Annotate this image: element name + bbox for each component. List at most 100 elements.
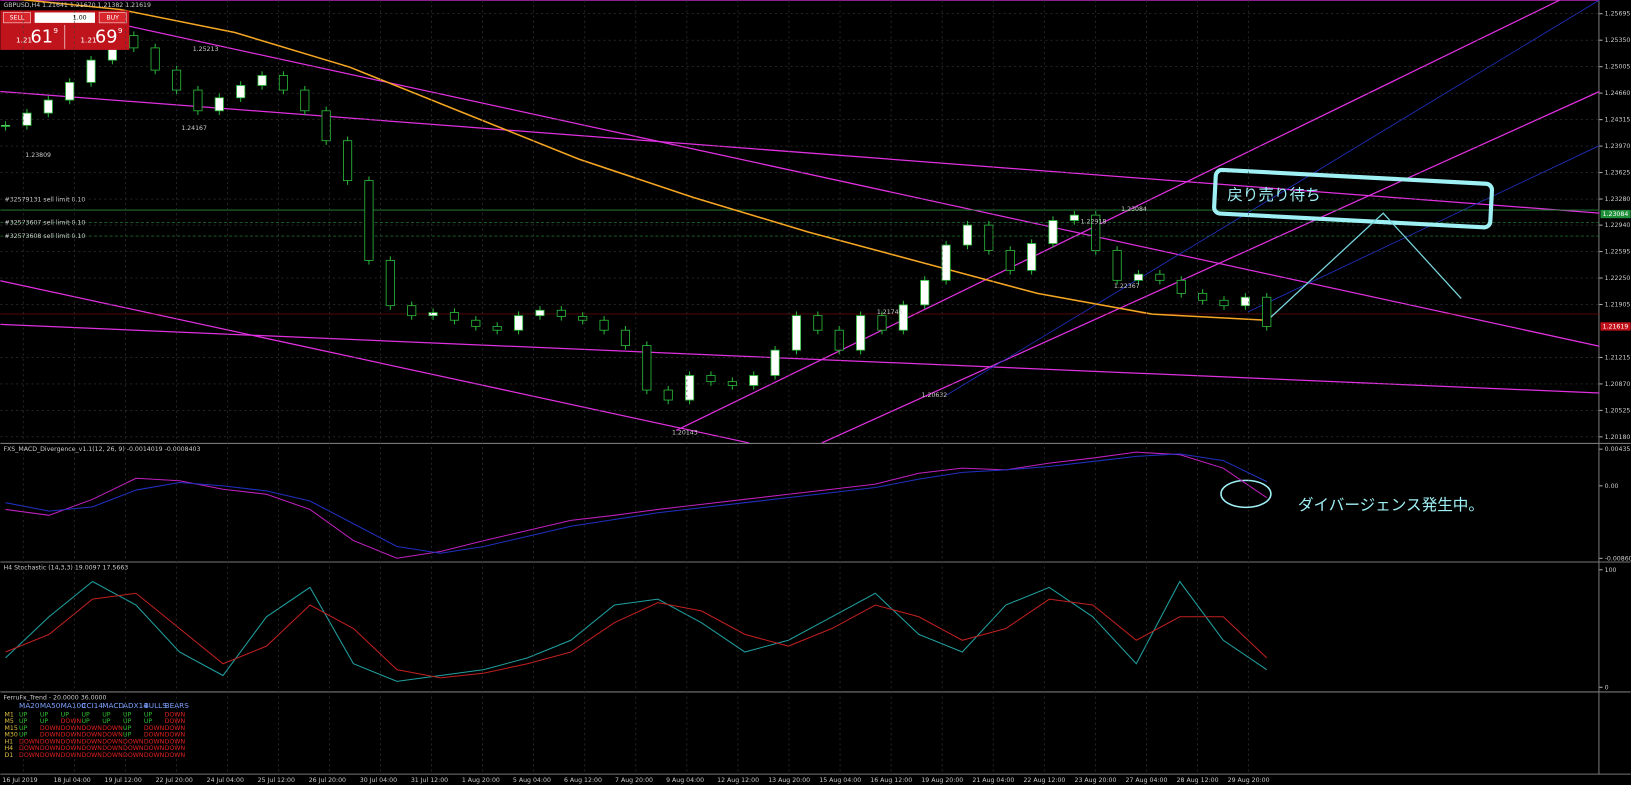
candle-body [1112, 250, 1122, 281]
x-tick-label: 23 Aug 20:00 [1074, 777, 1116, 784]
x-tick-label: 18 Jul 04:00 [53, 777, 90, 784]
candle-body [685, 375, 695, 401]
candle-body [364, 180, 374, 261]
x-tick-label: 9 Aug 04:00 [666, 777, 704, 784]
x-tick-label: 19 Aug 20:00 [921, 777, 963, 784]
y-tick-label: -0.0086089 [1605, 555, 1631, 562]
trend-lines [0, 0, 1600, 444]
price-mark [1600, 209, 1631, 219]
x-tick-label: 1 Aug 20:00 [462, 777, 500, 784]
y-tick-label: 1.20180 [1605, 434, 1631, 441]
trend-column: MACD [102, 701, 124, 710]
trend-cell: UP [19, 718, 28, 725]
order-label: #32573608 sell limit 0.10 [5, 233, 86, 240]
candle-body [428, 312, 438, 317]
y-tick-label: 1.22250 [1605, 275, 1631, 282]
candle-body [449, 312, 460, 321]
candle-body [727, 381, 737, 386]
trend-cell: DOWN [144, 738, 165, 745]
trend-cell: DOWN [123, 738, 144, 745]
candle-body [300, 89, 310, 112]
x-tick-label: 5 Aug 04:00 [513, 777, 551, 784]
ask-big: 1.21 [80, 36, 96, 45]
sell-button[interactable] [3, 12, 31, 24]
candle-body [962, 224, 973, 246]
candle-body [129, 35, 139, 49]
trend-cell: UP [40, 711, 49, 718]
trend-cell: DOWN [144, 725, 165, 732]
annotation-box: 戻り売り待ち ダイバージェンス発生中。 [1212, 167, 1495, 514]
candle-body [791, 315, 802, 351]
y-tick-label: 1.25350 [1605, 37, 1631, 44]
trend-cell: DOWN [61, 738, 82, 745]
candle-body [984, 224, 994, 251]
trend-cell: DOWN [19, 752, 40, 759]
order-label: #32573607 sell limit 0.10 [5, 220, 86, 227]
x-tick-label: 7 Aug 20:00 [615, 777, 653, 784]
y-tick-label: 1.23970 [1605, 143, 1631, 150]
symbol-line: GBPUSD,H4 1.21641 1.21670 1.21382 1.2161… [3, 2, 151, 9]
x-tick-label: 30 Jul 04:00 [360, 777, 397, 784]
y-tick-label: 1.25695 [1605, 11, 1631, 18]
trend-cell: DOWN [165, 745, 186, 752]
x-axis: 16 Jul 2019 18 Jul 04:00 19 Jul 12:00 22 Ju… [2, 0, 1270, 784]
candle-body [150, 47, 160, 71]
trend-cell: DOWN [40, 745, 61, 752]
trend-cell: DOWN [165, 711, 186, 718]
indicator-line [5, 451, 1268, 559]
x-tick-label: 31 Jul 12:00 [411, 777, 448, 784]
lot[interactable]: 1.00 [73, 15, 87, 22]
candle-body [214, 97, 224, 112]
lot-input[interactable] [34, 12, 95, 23]
price-mark-label: 1.21619 [1603, 323, 1629, 330]
buy-button[interactable] [98, 12, 127, 24]
trend-cell: DOWN [19, 745, 40, 752]
indicator-line [5, 592, 1268, 679]
y-tick-label: 1.23280 [1605, 196, 1631, 203]
swing-label: 1.20143 [672, 430, 698, 437]
bid-point: 9 [53, 26, 58, 35]
y-tick-label: 1.25005 [1605, 64, 1631, 71]
candle-body [1155, 273, 1165, 281]
candle-body [898, 304, 908, 331]
candle-body [941, 244, 951, 281]
x-tick-label: 25 Jul 12:00 [258, 777, 295, 784]
y-tick-label: 1.23625 [1605, 170, 1631, 177]
trend-row-label: H1 [5, 738, 14, 745]
candle-body [321, 110, 331, 142]
trend-cell: UP [102, 711, 111, 718]
trade-panel: GBPUSD,H4 1.21641 1.21670 1.21382 1.2161… [0, 2, 151, 50]
trend-row-label: M15 [5, 725, 18, 732]
annotation: 戻り売り待ち [1227, 186, 1320, 204]
trend-cell: UP [81, 718, 90, 725]
trend-column: MA20 [19, 701, 40, 710]
trend-cell: DOWN [102, 752, 123, 759]
candle-body [1240, 296, 1250, 307]
trend-cell: DOWN [165, 725, 186, 732]
trend-row-label: M30 [5, 732, 18, 739]
candle-body [1133, 273, 1144, 281]
indicator-title: FXS_MACD_Divergence_v1.1(12, 26, 9) -0.0… [3, 446, 200, 453]
candle-body [1048, 220, 1058, 244]
y-tick-label: 1.21905 [1605, 302, 1631, 309]
candle-body [471, 319, 481, 327]
buy-label[interactable]: BUY [106, 15, 119, 22]
trend-cell: UP [19, 711, 28, 718]
candle-body [1091, 214, 1101, 251]
trend-cell: DOWN [81, 752, 102, 759]
bid-pips: 61 [31, 27, 53, 47]
trend-cell: UP [144, 711, 153, 718]
y-tick-label: 1.22595 [1605, 249, 1631, 256]
swing-label: 1.22918 [1081, 218, 1107, 225]
sell-label[interactable]: SELL [10, 15, 25, 22]
candle-body [1176, 279, 1186, 294]
candle-body [43, 99, 53, 114]
trend-cell: DOWN [81, 738, 102, 745]
trend-cell: UP [123, 718, 132, 725]
trend-cell: DOWN [19, 738, 40, 745]
candle-body [834, 329, 844, 351]
order-lines: #32579131 sell limit 0.10 #32573607 sell… [0, 197, 1600, 315]
annotation: ダイバージェンス発生中。 [1298, 496, 1484, 514]
